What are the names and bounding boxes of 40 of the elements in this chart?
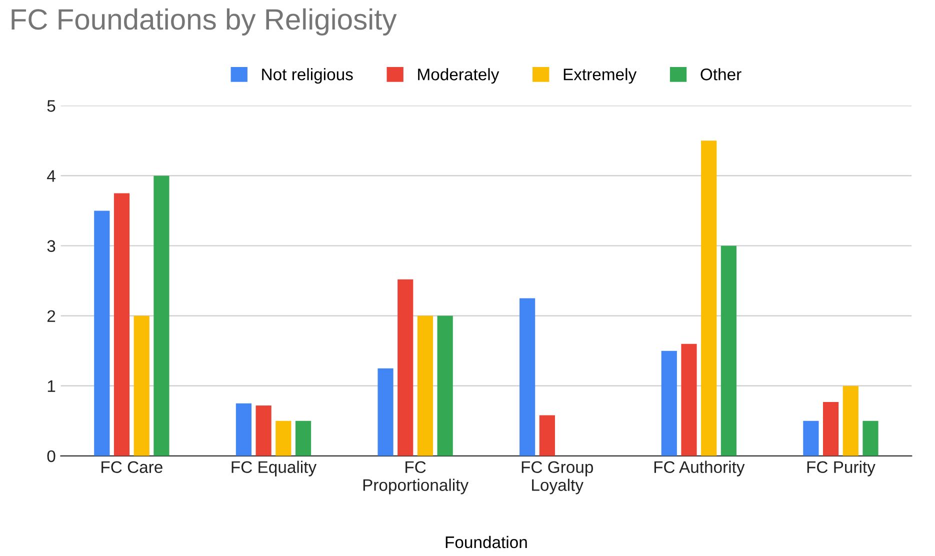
bar xyxy=(256,405,272,456)
x-tick-label: FC Care xyxy=(102,461,162,474)
bar xyxy=(681,344,697,456)
y-tick-label: 4 xyxy=(47,170,56,182)
bar xyxy=(661,350,677,456)
bar xyxy=(822,402,839,456)
legend-label: Other xyxy=(700,68,742,80)
legend-label: Not religious xyxy=(262,68,353,84)
bar xyxy=(701,140,717,456)
x-axis-title: Foundation xyxy=(446,536,527,548)
bar xyxy=(437,316,453,456)
bar xyxy=(398,279,414,456)
bar xyxy=(862,420,878,456)
x-tick-label: FC Purity xyxy=(807,460,876,476)
bar xyxy=(417,316,434,456)
bar xyxy=(94,210,110,456)
bar xyxy=(236,403,252,456)
x-tick-label: FC Group Loyalty xyxy=(522,461,593,494)
y-tick-label: 3 xyxy=(47,240,56,252)
bar xyxy=(295,420,312,456)
x-tick-label: FC Authority xyxy=(654,460,745,476)
bar xyxy=(803,420,819,456)
bar xyxy=(720,246,736,456)
bar xyxy=(378,368,394,456)
x-tick-label: FC Proportionality xyxy=(363,461,469,494)
bar xyxy=(134,316,150,456)
bar xyxy=(539,415,555,456)
y-tick-label: 2 xyxy=(47,310,56,322)
bar xyxy=(276,420,292,456)
bar xyxy=(842,386,858,456)
x-tick-label: FC Equality xyxy=(232,460,317,476)
bar xyxy=(114,193,130,456)
legend-label: Extremely xyxy=(564,68,637,84)
y-tick-label: 5 xyxy=(47,100,56,112)
y-tick-label: 1 xyxy=(48,380,56,392)
legend-label: Moderately xyxy=(418,68,500,84)
bar xyxy=(520,298,536,456)
y-tick-label: 0 xyxy=(47,450,56,462)
bar xyxy=(154,176,170,456)
chart-title: FC Foundations by Religiosity xyxy=(12,8,397,36)
